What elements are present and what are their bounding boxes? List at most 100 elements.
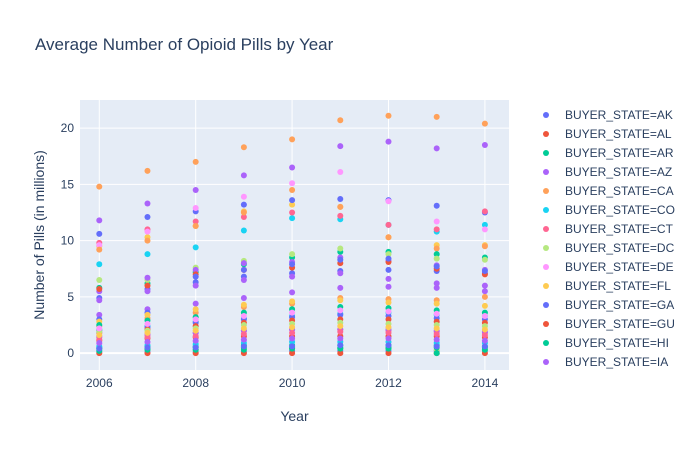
data-point[interactable] [385, 324, 392, 331]
data-point[interactable] [481, 343, 488, 350]
data-point[interactable] [192, 244, 199, 251]
data-point[interactable] [385, 251, 392, 258]
data-point[interactable] [481, 326, 488, 333]
data-point[interactable] [337, 196, 344, 202]
data-point[interactable] [240, 331, 247, 337]
legend[interactable]: BUYER_STATE=AK BUYER_STATE=AL BUYER_STATE=… [543, 108, 675, 369]
data-point[interactable] [240, 227, 247, 234]
legend-item[interactable]: BUYER_STATE=AK [543, 108, 673, 122]
data-point[interactable] [144, 320, 151, 327]
data-point[interactable] [192, 327, 199, 334]
data-point[interactable] [433, 145, 440, 152]
data-point[interactable] [337, 143, 344, 150]
data-point[interactable] [481, 302, 488, 309]
data-point[interactable] [192, 205, 199, 211]
data-point[interactable] [289, 136, 296, 143]
data-point[interactable] [385, 221, 392, 228]
data-point[interactable] [481, 288, 488, 295]
data-point[interactable] [289, 309, 296, 316]
legend-item[interactable]: BUYER_STATE=GA [543, 298, 674, 312]
data-point[interactable] [337, 203, 344, 210]
legend-item[interactable]: BUYER_STATE=CO [543, 203, 675, 217]
data-point[interactable] [481, 221, 488, 228]
data-point[interactable] [337, 117, 344, 124]
data-point[interactable] [240, 193, 247, 200]
data-point[interactable] [481, 293, 488, 300]
data-point[interactable] [337, 169, 344, 175]
data-point[interactable] [481, 120, 488, 127]
data-point[interactable] [240, 209, 247, 216]
data-point[interactable] [144, 228, 151, 235]
data-point[interactable] [96, 183, 103, 190]
data-point[interactable] [385, 234, 392, 241]
data-point[interactable] [433, 336, 440, 343]
data-point[interactable] [96, 230, 103, 237]
data-point[interactable] [337, 328, 344, 335]
data-point[interactable] [289, 343, 296, 350]
data-point[interactable] [481, 268, 488, 274]
data-point[interactable] [337, 311, 344, 318]
data-point[interactable] [385, 138, 392, 145]
data-point[interactable] [481, 332, 488, 339]
data-point[interactable] [192, 333, 199, 340]
data-point[interactable] [433, 343, 440, 350]
data-point[interactable] [337, 342, 344, 349]
legend-item[interactable]: BUYER_STATE=DE [543, 260, 674, 274]
data-point[interactable] [144, 329, 151, 336]
data-point[interactable] [289, 201, 296, 208]
data-point[interactable] [433, 245, 440, 252]
data-point[interactable] [337, 350, 344, 357]
data-point[interactable] [192, 306, 199, 313]
data-point[interactable] [289, 289, 296, 296]
data-point[interactable] [289, 350, 296, 357]
legend-item[interactable]: BUYER_STATE=AR [543, 146, 674, 160]
data-point[interactable] [192, 337, 199, 344]
data-point[interactable] [385, 329, 392, 336]
data-point[interactable] [96, 325, 103, 332]
data-point[interactable] [289, 187, 296, 193]
data-point[interactable] [144, 334, 151, 341]
data-point[interactable] [481, 337, 488, 344]
data-point[interactable] [385, 342, 392, 349]
data-point[interactable] [192, 344, 199, 351]
data-point[interactable] [240, 301, 247, 308]
data-point[interactable] [144, 214, 151, 220]
data-point[interactable] [385, 308, 392, 315]
data-point[interactable] [481, 243, 488, 250]
data-point[interactable] [96, 332, 103, 339]
legend-item[interactable]: BUYER_STATE=IA [543, 355, 668, 369]
data-point[interactable] [192, 158, 199, 165]
data-point[interactable] [481, 226, 488, 233]
data-point[interactable] [433, 202, 440, 209]
data-point[interactable] [289, 298, 296, 305]
data-point[interactable] [337, 323, 344, 330]
data-point[interactable] [433, 331, 440, 337]
data-point[interactable] [481, 282, 488, 289]
legend-item[interactable]: BUYER_STATE=CA [543, 184, 674, 198]
data-point[interactable] [289, 180, 296, 187]
data-point[interactable] [433, 251, 440, 258]
data-point[interactable] [433, 280, 440, 287]
data-point[interactable] [240, 266, 247, 273]
data-point[interactable] [144, 237, 151, 244]
legend-item[interactable]: BUYER_STATE=HI [543, 336, 669, 350]
data-point[interactable] [433, 300, 440, 307]
data-point[interactable] [337, 307, 344, 314]
data-point[interactable] [289, 164, 296, 171]
data-point[interactable] [96, 311, 103, 318]
data-point[interactable] [192, 316, 199, 323]
data-point[interactable] [385, 266, 392, 273]
data-point[interactable] [240, 201, 247, 208]
data-point[interactable] [240, 214, 247, 220]
data-point[interactable] [481, 142, 488, 148]
data-point[interactable] [385, 255, 392, 262]
data-point[interactable] [240, 336, 247, 343]
data-point[interactable] [289, 197, 296, 204]
legend-item[interactable]: BUYER_STATE=AZ [543, 165, 672, 179]
data-point[interactable] [96, 340, 103, 346]
data-point[interactable] [385, 112, 392, 119]
data-point[interactable] [96, 246, 103, 253]
data-point[interactable] [96, 242, 103, 249]
data-point[interactable] [385, 316, 392, 323]
data-point[interactable] [385, 283, 392, 290]
